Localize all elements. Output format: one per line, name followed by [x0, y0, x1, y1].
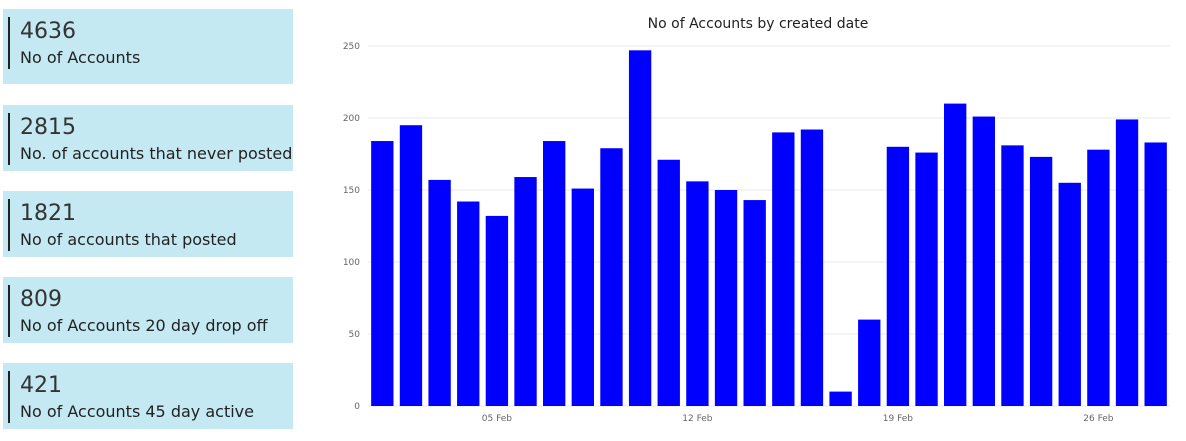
bar — [657, 159, 680, 406]
bar — [485, 215, 509, 406]
kpi-label: No of Accounts — [20, 48, 141, 67]
kpi-value: 421 — [20, 373, 62, 398]
bar — [1058, 182, 1081, 406]
y-tick-label: 100 — [343, 258, 360, 268]
y-tick-label: 200 — [343, 114, 360, 124]
bar — [829, 391, 852, 406]
x-tick-label: 19 Feb — [883, 414, 914, 424]
kpi-label: No of Accounts 45 day active — [20, 402, 254, 421]
kpi-content: 2815 No. of accounts that never posted — [8, 113, 292, 165]
kpi-value: 1821 — [20, 201, 76, 226]
kpi-content: 421 No of Accounts 45 day active — [8, 371, 254, 423]
bar — [399, 125, 423, 406]
kpi-content: 4636 No of Accounts — [8, 17, 140, 69]
kpi-value: 809 — [20, 287, 62, 312]
bar — [1001, 145, 1024, 407]
kpi-card: 1821 No of accounts that posted — [3, 191, 293, 257]
bar — [514, 177, 537, 406]
bar — [457, 201, 480, 406]
x-tick-label: 12 Feb — [682, 414, 713, 424]
y-tick-label: 150 — [343, 186, 360, 196]
y-tick-label: 250 — [343, 42, 360, 52]
bar — [1087, 149, 1110, 406]
kpi-content: 809 No of Accounts 20 day drop off — [8, 285, 268, 337]
kpi-card: 809 No of Accounts 20 day drop off — [3, 277, 293, 343]
bar — [915, 152, 938, 406]
bar — [1115, 119, 1139, 406]
bar — [714, 190, 738, 406]
bar — [1029, 156, 1053, 406]
kpi-card: 4636 No of Accounts — [3, 9, 293, 84]
kpi-content: 1821 No of accounts that posted — [8, 199, 237, 251]
bar — [628, 50, 652, 406]
kpi-label: No. of accounts that never posted — [20, 144, 293, 163]
bar — [972, 116, 995, 406]
kpi-card: 421 No of Accounts 45 day active — [3, 363, 293, 429]
bar — [428, 179, 451, 406]
y-tick-label: 50 — [349, 330, 361, 340]
kpi-label: No of accounts that posted — [20, 230, 237, 249]
bar — [571, 188, 594, 406]
bar — [944, 103, 967, 406]
bar — [543, 141, 566, 407]
bar — [800, 129, 824, 406]
y-tick-label: 0 — [354, 402, 360, 412]
kpi-value: 4636 — [20, 19, 76, 44]
bar — [886, 146, 910, 407]
bar — [686, 181, 709, 406]
kpi-label: No of Accounts 20 day drop off — [20, 316, 268, 335]
bar — [600, 148, 623, 407]
x-tick-label: 05 Feb — [482, 414, 513, 424]
bar — [858, 319, 881, 406]
bar — [371, 141, 394, 407]
bar — [743, 200, 766, 406]
bar — [772, 132, 795, 406]
kpi-value: 2815 — [20, 115, 76, 140]
kpi-card: 2815 No. of accounts that never posted — [3, 105, 293, 171]
chart-title: No of Accounts by created date — [648, 16, 869, 32]
x-tick-label: 26 Feb — [1083, 414, 1114, 424]
bar — [1144, 142, 1167, 407]
